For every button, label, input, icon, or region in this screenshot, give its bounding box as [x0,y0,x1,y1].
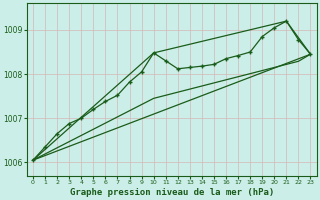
X-axis label: Graphe pression niveau de la mer (hPa): Graphe pression niveau de la mer (hPa) [70,188,274,197]
